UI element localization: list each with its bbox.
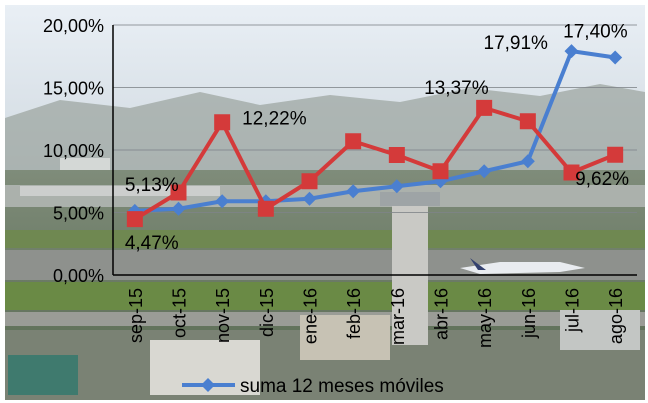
data-point (476, 99, 493, 116)
data-label: 17,91% (484, 33, 549, 54)
data-point (608, 50, 623, 65)
data-point (477, 164, 492, 179)
data-point (215, 194, 230, 209)
data-point (388, 147, 405, 163)
data-point (520, 154, 535, 169)
legend-label: suma 12 meses móviles (240, 376, 444, 397)
series-line (133, 105, 616, 221)
data-point (302, 191, 317, 206)
data-point (214, 114, 231, 131)
data-point (171, 201, 186, 216)
legend: suma 12 meses móviles (182, 376, 444, 397)
x-tick-label: dic-15 (257, 288, 277, 337)
y-tick-label: 20,00% (43, 16, 104, 36)
data-point (519, 113, 536, 130)
data-label: 5,13% (125, 175, 179, 196)
x-tick-label: feb-16 (344, 288, 364, 339)
data-point (564, 44, 579, 59)
x-tick-label: nov-15 (213, 288, 233, 343)
data-point (345, 133, 362, 150)
x-tick-label: mar-16 (388, 288, 408, 345)
data-point (432, 163, 449, 180)
legend-diamond-icon (201, 378, 215, 392)
data-label: 4,47% (125, 233, 179, 254)
x-tick-label: may-16 (475, 288, 495, 348)
y-tick-label: 5,00% (53, 204, 104, 224)
data-point (607, 146, 624, 163)
data-point (346, 184, 361, 199)
data-label: 17,40% (563, 22, 628, 43)
x-tick-label: jul-16 (563, 288, 583, 333)
data-label: 12,22% (242, 108, 307, 129)
data-labels: 5,13% 4,47% 12,22% 13,37% 17,91% 17,40% 9,62% (125, 22, 629, 255)
data-label: 9,62% (575, 169, 629, 190)
x-tick-label: abr-16 (432, 288, 452, 340)
data-point (563, 164, 580, 181)
x-axis-labels: sep-15 oct-15 nov-15 dic-15 ene-16 feb-16 mar-… (126, 288, 626, 348)
x-tick-label: ene-16 (301, 288, 321, 344)
x-tick-label: sep-15 (126, 288, 146, 343)
y-tick-label: 0,00% (53, 266, 104, 286)
x-tick-label: jun-16 (519, 288, 539, 339)
x-tick-label: ago-16 (606, 288, 626, 344)
series-line (134, 49, 616, 213)
y-axis-labels: 0,00% 5,00% 10,00% 15,00% 20,00% (43, 16, 104, 286)
data-point (301, 173, 318, 190)
data-point (389, 179, 404, 194)
data-point (257, 200, 274, 217)
plot-area (112, 24, 637, 276)
data-label: 13,37% (424, 78, 489, 99)
data-point (170, 184, 187, 201)
x-tick-label: oct-15 (170, 288, 190, 338)
y-tick-label: 10,00% (43, 141, 104, 161)
data-point (126, 211, 143, 228)
y-tick-label: 15,00% (43, 79, 104, 99)
